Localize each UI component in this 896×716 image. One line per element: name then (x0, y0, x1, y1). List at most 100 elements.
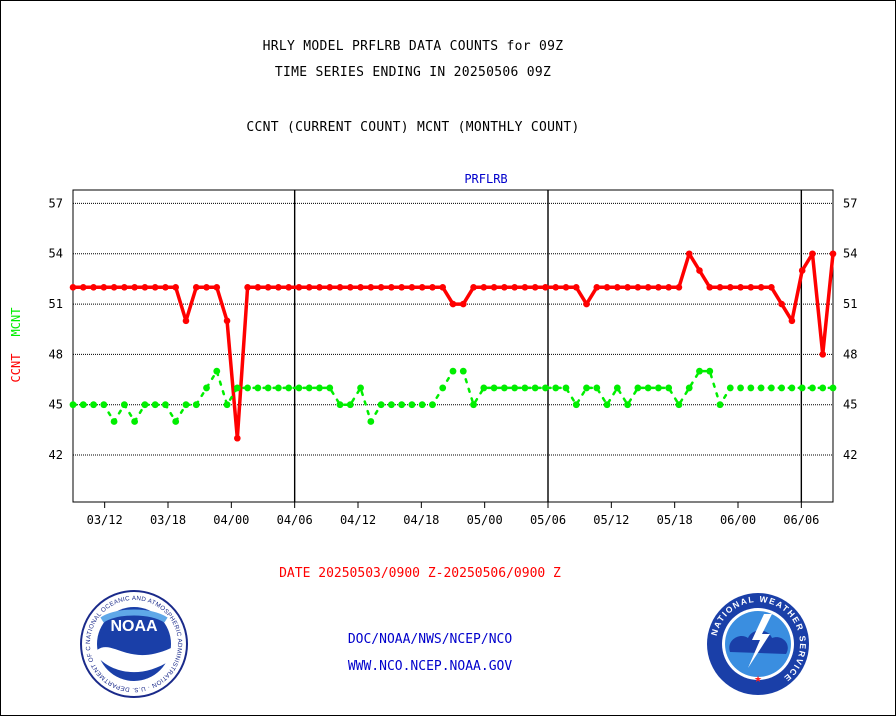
mcnt-point-70 (788, 384, 796, 392)
ccnt-point-20 (275, 283, 282, 291)
mcnt-point-59 (675, 401, 683, 409)
mcnt-point-56 (644, 384, 652, 392)
x-tick-label-06-06: 06/06 (783, 513, 819, 527)
ccnt-point-19 (264, 283, 272, 291)
mcnt-point-10 (172, 418, 180, 425)
mcnt-point-73 (819, 384, 827, 392)
mcnt-point-8 (151, 401, 159, 409)
ccnt-point-0 (69, 283, 77, 291)
mcnt-point-17 (244, 384, 251, 392)
ccnt-point-60 (685, 250, 693, 258)
noaa-logo-text: NOAA (110, 618, 158, 635)
mcnt-point-32 (398, 401, 406, 409)
ccnt-point-53 (614, 283, 621, 291)
ccnt-point-49 (572, 283, 580, 291)
mcnt-point-46 (542, 384, 549, 392)
mcnt-point-24 (316, 384, 323, 392)
mcnt-point-38 (459, 367, 467, 375)
ccnt-point-5 (121, 283, 128, 291)
mcnt-point-64 (726, 384, 734, 392)
ccnt-point-10 (172, 283, 180, 291)
ccnt-point-39 (470, 283, 477, 291)
mcnt-point-45 (531, 384, 539, 392)
ccnt-point-66 (747, 283, 755, 291)
mcnt-point-18 (254, 384, 262, 392)
mcnt-point-67 (757, 384, 765, 392)
mcnt-point-25 (326, 384, 334, 392)
mcnt-point-4 (110, 418, 118, 425)
mcnt-point-40 (480, 384, 488, 392)
mcnt-point-16 (233, 384, 241, 392)
mcnt-point-31 (387, 401, 395, 409)
mcnt-point-50 (583, 384, 590, 392)
ccnt-point-55 (634, 283, 642, 291)
mcnt-point-5 (120, 401, 128, 409)
plot-area (72, 189, 834, 503)
ccnt-point-57 (655, 283, 662, 291)
mcnt-point-15 (223, 401, 231, 409)
ccnt-point-45 (531, 283, 539, 291)
mcnt-point-1 (79, 401, 87, 409)
mcnt-point-12 (192, 401, 200, 409)
ccnt-point-6 (131, 283, 138, 291)
y-axis-label-mcnt: MCNT (9, 308, 23, 337)
org-path-link[interactable]: DOC/NOAA/NWS/NCEP/NCO (347, 632, 513, 647)
ccnt-point-37 (449, 300, 457, 308)
ccnt-point-40 (480, 283, 488, 291)
mcnt-point-19 (264, 384, 272, 392)
ccnt-point-11 (182, 317, 190, 325)
ccnt-point-51 (593, 283, 601, 291)
y-tick-left-57: 57 (49, 196, 63, 210)
mcnt-point-60 (685, 384, 693, 392)
mcnt-point-29 (367, 418, 375, 425)
mcnt-point-7 (141, 401, 149, 409)
ccnt-point-1 (79, 283, 87, 291)
x-tick-label-05-00: 05/00 (467, 513, 503, 527)
y-tick-left-54: 54 (49, 247, 63, 261)
y-tick-right-51: 51 (843, 297, 857, 311)
mcnt-point-62 (706, 367, 714, 375)
mcnt-point-52 (603, 401, 611, 409)
ccnt-point-31 (388, 283, 395, 291)
ccnt-point-3 (100, 283, 108, 291)
y-tick-left-48: 48 (49, 347, 63, 361)
ccnt-point-7 (141, 283, 149, 291)
mcnt-point-53 (613, 384, 621, 392)
ccnt-point-23 (305, 283, 313, 291)
line-chart: 42 42 45 45 48 48 51 51 54 54 57 57 03/12 03/18 04/00 0… (9, 172, 857, 527)
ccnt-point-21 (285, 283, 292, 291)
ccnt-point-43 (511, 283, 518, 291)
ccnt-point-38 (459, 300, 467, 308)
mcnt-point-54 (624, 401, 631, 409)
mcnt-point-61 (696, 367, 703, 375)
ccnt-point-47 (552, 283, 560, 291)
ccnt-point-18 (254, 283, 262, 291)
mcnt-point-74 (829, 384, 837, 392)
y-tick-left-51: 51 (49, 297, 63, 311)
ccnt-point-41 (490, 283, 498, 291)
mcnt-point-51 (593, 384, 601, 392)
ccnt-point-32 (398, 283, 405, 291)
mcnt-point-34 (418, 401, 426, 409)
mcnt-point-41 (490, 384, 498, 392)
y-tick-right-45: 45 (843, 398, 857, 412)
mcnt-point-0 (69, 401, 77, 409)
ccnt-point-44 (521, 283, 529, 291)
y-tick-left-45: 45 (49, 398, 63, 412)
mcnt-point-3 (100, 401, 108, 409)
ccnt-point-25 (326, 283, 334, 291)
ccnt-point-46 (542, 283, 549, 291)
ccnt-point-56 (644, 283, 652, 291)
ccnt-point-12 (192, 283, 200, 291)
y-tick-right-48: 48 (843, 347, 857, 361)
mcnt-point-6 (131, 418, 139, 425)
mcnt-point-43 (511, 384, 519, 392)
mcnt-point-28 (357, 384, 364, 392)
ccnt-point-33 (408, 283, 416, 291)
x-tick-label-04-00: 04/00 (213, 513, 249, 527)
website-link[interactable]: WWW.NCO.NCEP.NOAA.GOV (347, 659, 513, 674)
ccnt-point-64 (726, 283, 734, 291)
ccnt-point-61 (696, 267, 703, 274)
mcnt-point-49 (572, 401, 580, 409)
mcnt-point-26 (336, 401, 344, 409)
